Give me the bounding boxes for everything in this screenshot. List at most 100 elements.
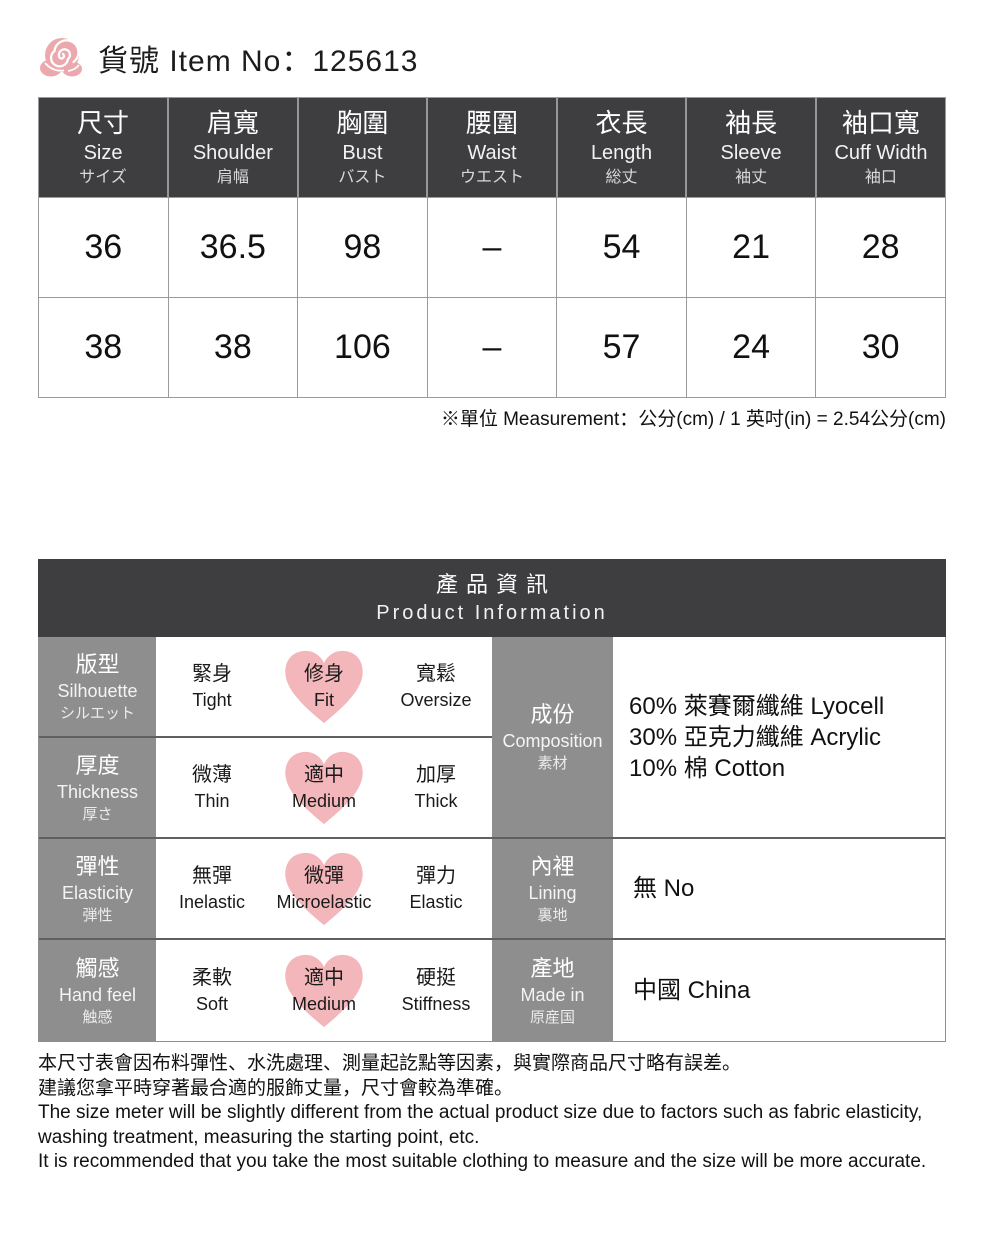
disclaimer-line-2: 建議您拿平時穿著最合適的服飾丈量，尺寸會較為準確。 (38, 1077, 514, 1099)
col-waist-zh: 腰圍 (465, 107, 518, 138)
col-shoulder-zh: 肩寬 (206, 107, 259, 138)
col-bust-ja: バスト (338, 168, 387, 186)
option-medium-handfeel-zh: 適中 (304, 967, 344, 989)
label-silhouette-zh: 版型 (75, 651, 120, 677)
option-soft: 柔軟 Soft (156, 940, 268, 1041)
cell-shoulder: 38 (167, 297, 299, 398)
option-tight-en: Tight (192, 690, 232, 710)
col-header-length: 衣長 Length 総丈 (555, 97, 687, 198)
size-table-header-row: 尺寸 Size サイズ 肩寬 Shoulder 肩幅 胸圍 Bust バスト 腰… (38, 97, 946, 198)
label-handfeel: 觸感 Hand feel 触感 (39, 940, 156, 1041)
col-header-sleeve: 袖長 Sleeve 袖丈 (685, 97, 816, 198)
col-size-zh: 尺寸 (77, 107, 130, 138)
label-thickness-ja: 厚さ (82, 805, 113, 823)
option-elastic: 彈力 Elastic (380, 839, 492, 940)
label-handfeel-zh: 觸感 (75, 955, 120, 981)
disclaimer-line-5: It is recommended that you take the most… (38, 1151, 927, 1172)
disclaimer-line-4: washing treatment, measuring the startin… (38, 1126, 480, 1148)
label-madein-zh: 產地 (530, 955, 575, 981)
label-thickness-en: Thickness (56, 781, 139, 802)
option-fit-selected: 修身 Fit (268, 637, 380, 738)
col-length-en: Length (590, 141, 653, 164)
option-oversize: 寬鬆 Oversize (380, 637, 492, 738)
product-detail-page: 貨號 Item No：125613 尺寸 Size サイズ 肩寬 Shoulde… (0, 34, 984, 1175)
cell-bust: 106 (297, 297, 428, 398)
col-size-en: Size (83, 141, 123, 164)
col-header-waist: 腰圍 Waist ウエスト (426, 97, 557, 198)
col-cuff-ja: 袖口 (864, 168, 897, 186)
size-row-36: 36 36.5 98 – 54 21 28 (38, 197, 946, 298)
label-elasticity: 彈性 Elasticity 弾性 (39, 839, 156, 940)
option-stiffness-en: Stiffness (401, 994, 471, 1014)
option-stiffness-zh: 硬挺 (416, 967, 456, 989)
label-lining-en: Lining (528, 882, 577, 903)
size-row-38: 38 38 106 – 57 24 30 (38, 297, 946, 398)
heart-icon (285, 954, 363, 1027)
label-silhouette-ja: シルエット (59, 704, 135, 722)
label-composition-zh: 成份 (530, 702, 575, 727)
size-disclaimer: 本尺寸表會因布料彈性、水洗處理、測量起訖點等因素，與實際商品尺寸略有誤差。 建議… (38, 1052, 958, 1175)
option-microelastic-zh: 微彈 (304, 865, 344, 887)
option-inelastic-zh: 無彈 (192, 865, 232, 887)
product-info-title-zh: 產品資訊 (435, 572, 556, 597)
item-number-text: 貨號 Item No：125613 (98, 45, 419, 78)
label-madein-en: Made in (520, 984, 585, 1005)
label-silhouette: 版型 Silhouette シルエット (39, 637, 156, 738)
option-inelastic: 無彈 Inelastic (156, 839, 268, 940)
option-fit-en: Fit (314, 690, 334, 710)
label-elasticity-en: Elasticity (61, 882, 133, 903)
option-thin: 微薄 Thin (156, 738, 268, 839)
cell-cuff: 28 (815, 197, 946, 298)
disclaimer-line-3: The size meter will be slightly differen… (38, 1102, 923, 1123)
cell-sleeve: 24 (685, 297, 817, 398)
cell-length: 57 (556, 297, 687, 398)
col-cuff-en: Cuff Width (834, 141, 928, 164)
option-thin-en: Thin (194, 791, 230, 811)
col-header-cuff: 袖口寬 Cuff Width 袖口 (814, 97, 946, 198)
label-lining-zh: 內裡 (530, 853, 575, 879)
col-header-size: 尺寸 Size サイズ (38, 97, 169, 198)
madein-value: 中國 China (613, 940, 945, 1041)
option-medium-en: Medium (291, 791, 357, 811)
composition-value: 60% 萊賽爾纖維 Lyocell 30% 亞克力纖維 Acrylic 10% … (613, 637, 945, 839)
label-elasticity-zh: 彈性 (75, 853, 120, 879)
option-thin-zh: 微薄 (192, 764, 232, 786)
madein-line: 中國 China (633, 977, 751, 1004)
measurement-note: ※單位 Measurement：公分(cm) / 1 英吋(in) = 2.54… (440, 409, 946, 430)
size-table: 尺寸 Size サイズ 肩寬 Shoulder 肩幅 胸圍 Bust バスト 腰… (38, 97, 946, 398)
label-madein: 產地 Made in 原産国 (492, 940, 613, 1041)
cell-bust: 98 (297, 197, 428, 298)
label-thickness-zh: 厚度 (75, 752, 120, 778)
option-tight-zh: 緊身 (192, 663, 232, 685)
cell-size: 38 (38, 297, 169, 398)
col-waist-ja: ウエスト (459, 168, 524, 186)
col-shoulder-ja: 肩幅 (216, 168, 249, 186)
option-microelastic-en: Microelastic (276, 892, 372, 912)
col-bust-en: Bust (342, 141, 383, 164)
option-medium-zh: 適中 (304, 764, 344, 786)
label-handfeel-ja: 触感 (82, 1008, 113, 1026)
cell-cuff: 30 (815, 297, 946, 398)
option-thick: 加厚 Thick (380, 738, 492, 839)
cell-sleeve: 21 (685, 197, 817, 298)
col-sleeve-en: Sleeve (720, 141, 782, 164)
option-oversize-en: Oversize (400, 690, 472, 710)
item-number-header: 貨號 Item No：125613 (38, 34, 946, 82)
label-lining: 內裡 Lining 裏地 (492, 839, 613, 940)
option-fit-zh: 修身 (304, 663, 344, 685)
label-composition-en: Composition (502, 731, 603, 751)
composition-line-2: 30% 亞克力纖維 Acrylic (629, 723, 882, 751)
col-size-ja: サイズ (79, 168, 127, 186)
heart-icon (285, 650, 363, 723)
option-elastic-en: Elastic (409, 892, 463, 912)
product-info-section: 產品資訊 Product Information 版型 Silhouette シ… (38, 559, 946, 1042)
col-bust-zh: 胸圍 (336, 107, 389, 138)
label-composition-ja: 素材 (537, 755, 568, 772)
option-tight: 緊身 Tight (156, 637, 268, 738)
col-length-ja: 総丈 (605, 168, 638, 186)
composition-line-1: 60% 萊賽爾纖維 Lyocell (629, 692, 885, 720)
cell-length: 54 (556, 197, 687, 298)
option-microelastic-selected: 微彈 Microelastic (268, 839, 380, 940)
heart-icon (285, 751, 363, 824)
product-info-title-en: Product Information (376, 602, 608, 624)
